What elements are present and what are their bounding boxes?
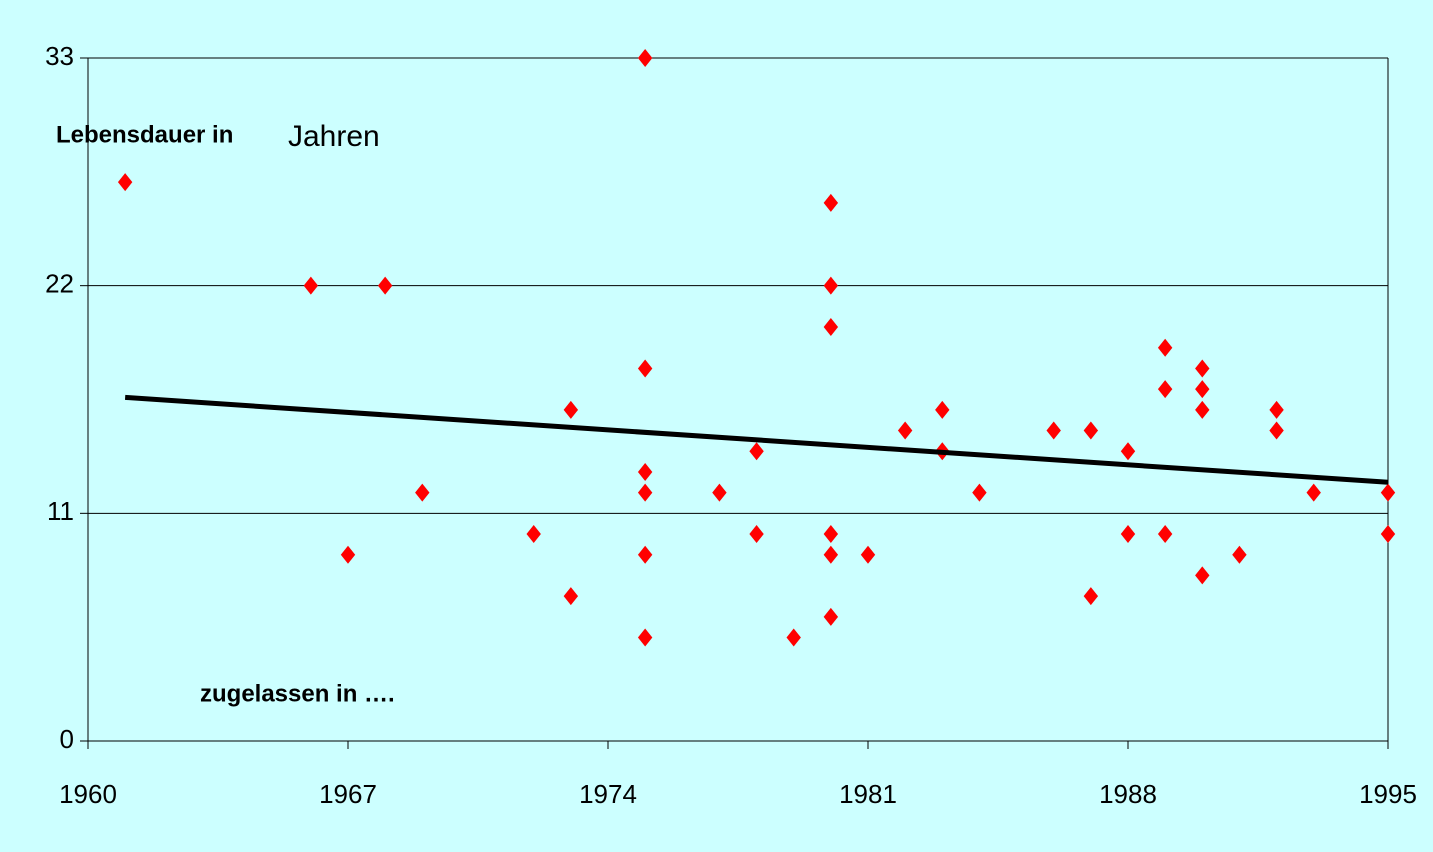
- data-point: [823, 193, 839, 212]
- data-point: [1157, 380, 1173, 399]
- data-point: [823, 318, 839, 337]
- data-point: [637, 359, 653, 378]
- data-point: [1232, 545, 1247, 564]
- x-tick-label: 1988: [1099, 779, 1157, 809]
- y-axis-annotation: Lebensdauer in: [56, 121, 233, 148]
- x-tick-label: 1960: [59, 779, 117, 809]
- data-point: [637, 462, 653, 481]
- data-point: [712, 483, 727, 502]
- x-axis-annotation: zugelassen in ….: [200, 680, 395, 707]
- data-point: [340, 545, 356, 564]
- data-point: [415, 483, 430, 502]
- data-point: [117, 173, 133, 192]
- data-point: [563, 587, 579, 606]
- data-point: [563, 400, 579, 419]
- data-point: [786, 628, 801, 647]
- y-tick-label: 0: [60, 724, 74, 754]
- data-point: [303, 276, 319, 295]
- data-point: [1380, 525, 1396, 544]
- data-point: [749, 442, 764, 461]
- data-point: [1380, 483, 1396, 502]
- data-point: [1269, 421, 1284, 440]
- y-tick-label: 11: [47, 496, 74, 526]
- data-point: [897, 421, 913, 440]
- data-point: [749, 525, 764, 544]
- y-axis-annotation-unit: Jahren: [288, 120, 380, 153]
- data-point: [823, 545, 839, 564]
- data-point: [1083, 587, 1099, 606]
- data-point: [823, 276, 839, 295]
- data-point: [1195, 400, 1210, 419]
- data-point: [1195, 566, 1210, 585]
- data-point: [1269, 400, 1284, 419]
- data-point: [1195, 380, 1210, 399]
- data-point: [1083, 421, 1099, 440]
- data-point: [860, 545, 876, 564]
- y-tick-label: 33: [45, 41, 74, 71]
- data-point: [823, 525, 839, 544]
- data-point: [935, 400, 950, 419]
- data-point: [1046, 421, 1061, 440]
- data-point: [637, 483, 653, 502]
- data-point: [1120, 442, 1136, 461]
- trend-line: [124, 394, 1389, 485]
- data-point: [637, 49, 653, 67]
- data-point: [377, 276, 393, 295]
- data-point: [526, 525, 541, 544]
- x-tick-label: 1974: [579, 779, 637, 809]
- data-point: [1120, 525, 1136, 544]
- data-point: [637, 545, 653, 564]
- data-point: [1195, 359, 1210, 378]
- data-point: [1157, 338, 1173, 357]
- data-point: [1306, 483, 1321, 502]
- x-tick-label: 1995: [1359, 779, 1417, 809]
- data-point: [637, 628, 653, 647]
- data-point: [1157, 525, 1173, 544]
- x-tick-label: 1967: [319, 779, 377, 809]
- data-point: [823, 607, 839, 626]
- y-tick-label: 22: [45, 269, 74, 299]
- data-point: [972, 483, 987, 502]
- x-tick-label: 1981: [839, 779, 897, 809]
